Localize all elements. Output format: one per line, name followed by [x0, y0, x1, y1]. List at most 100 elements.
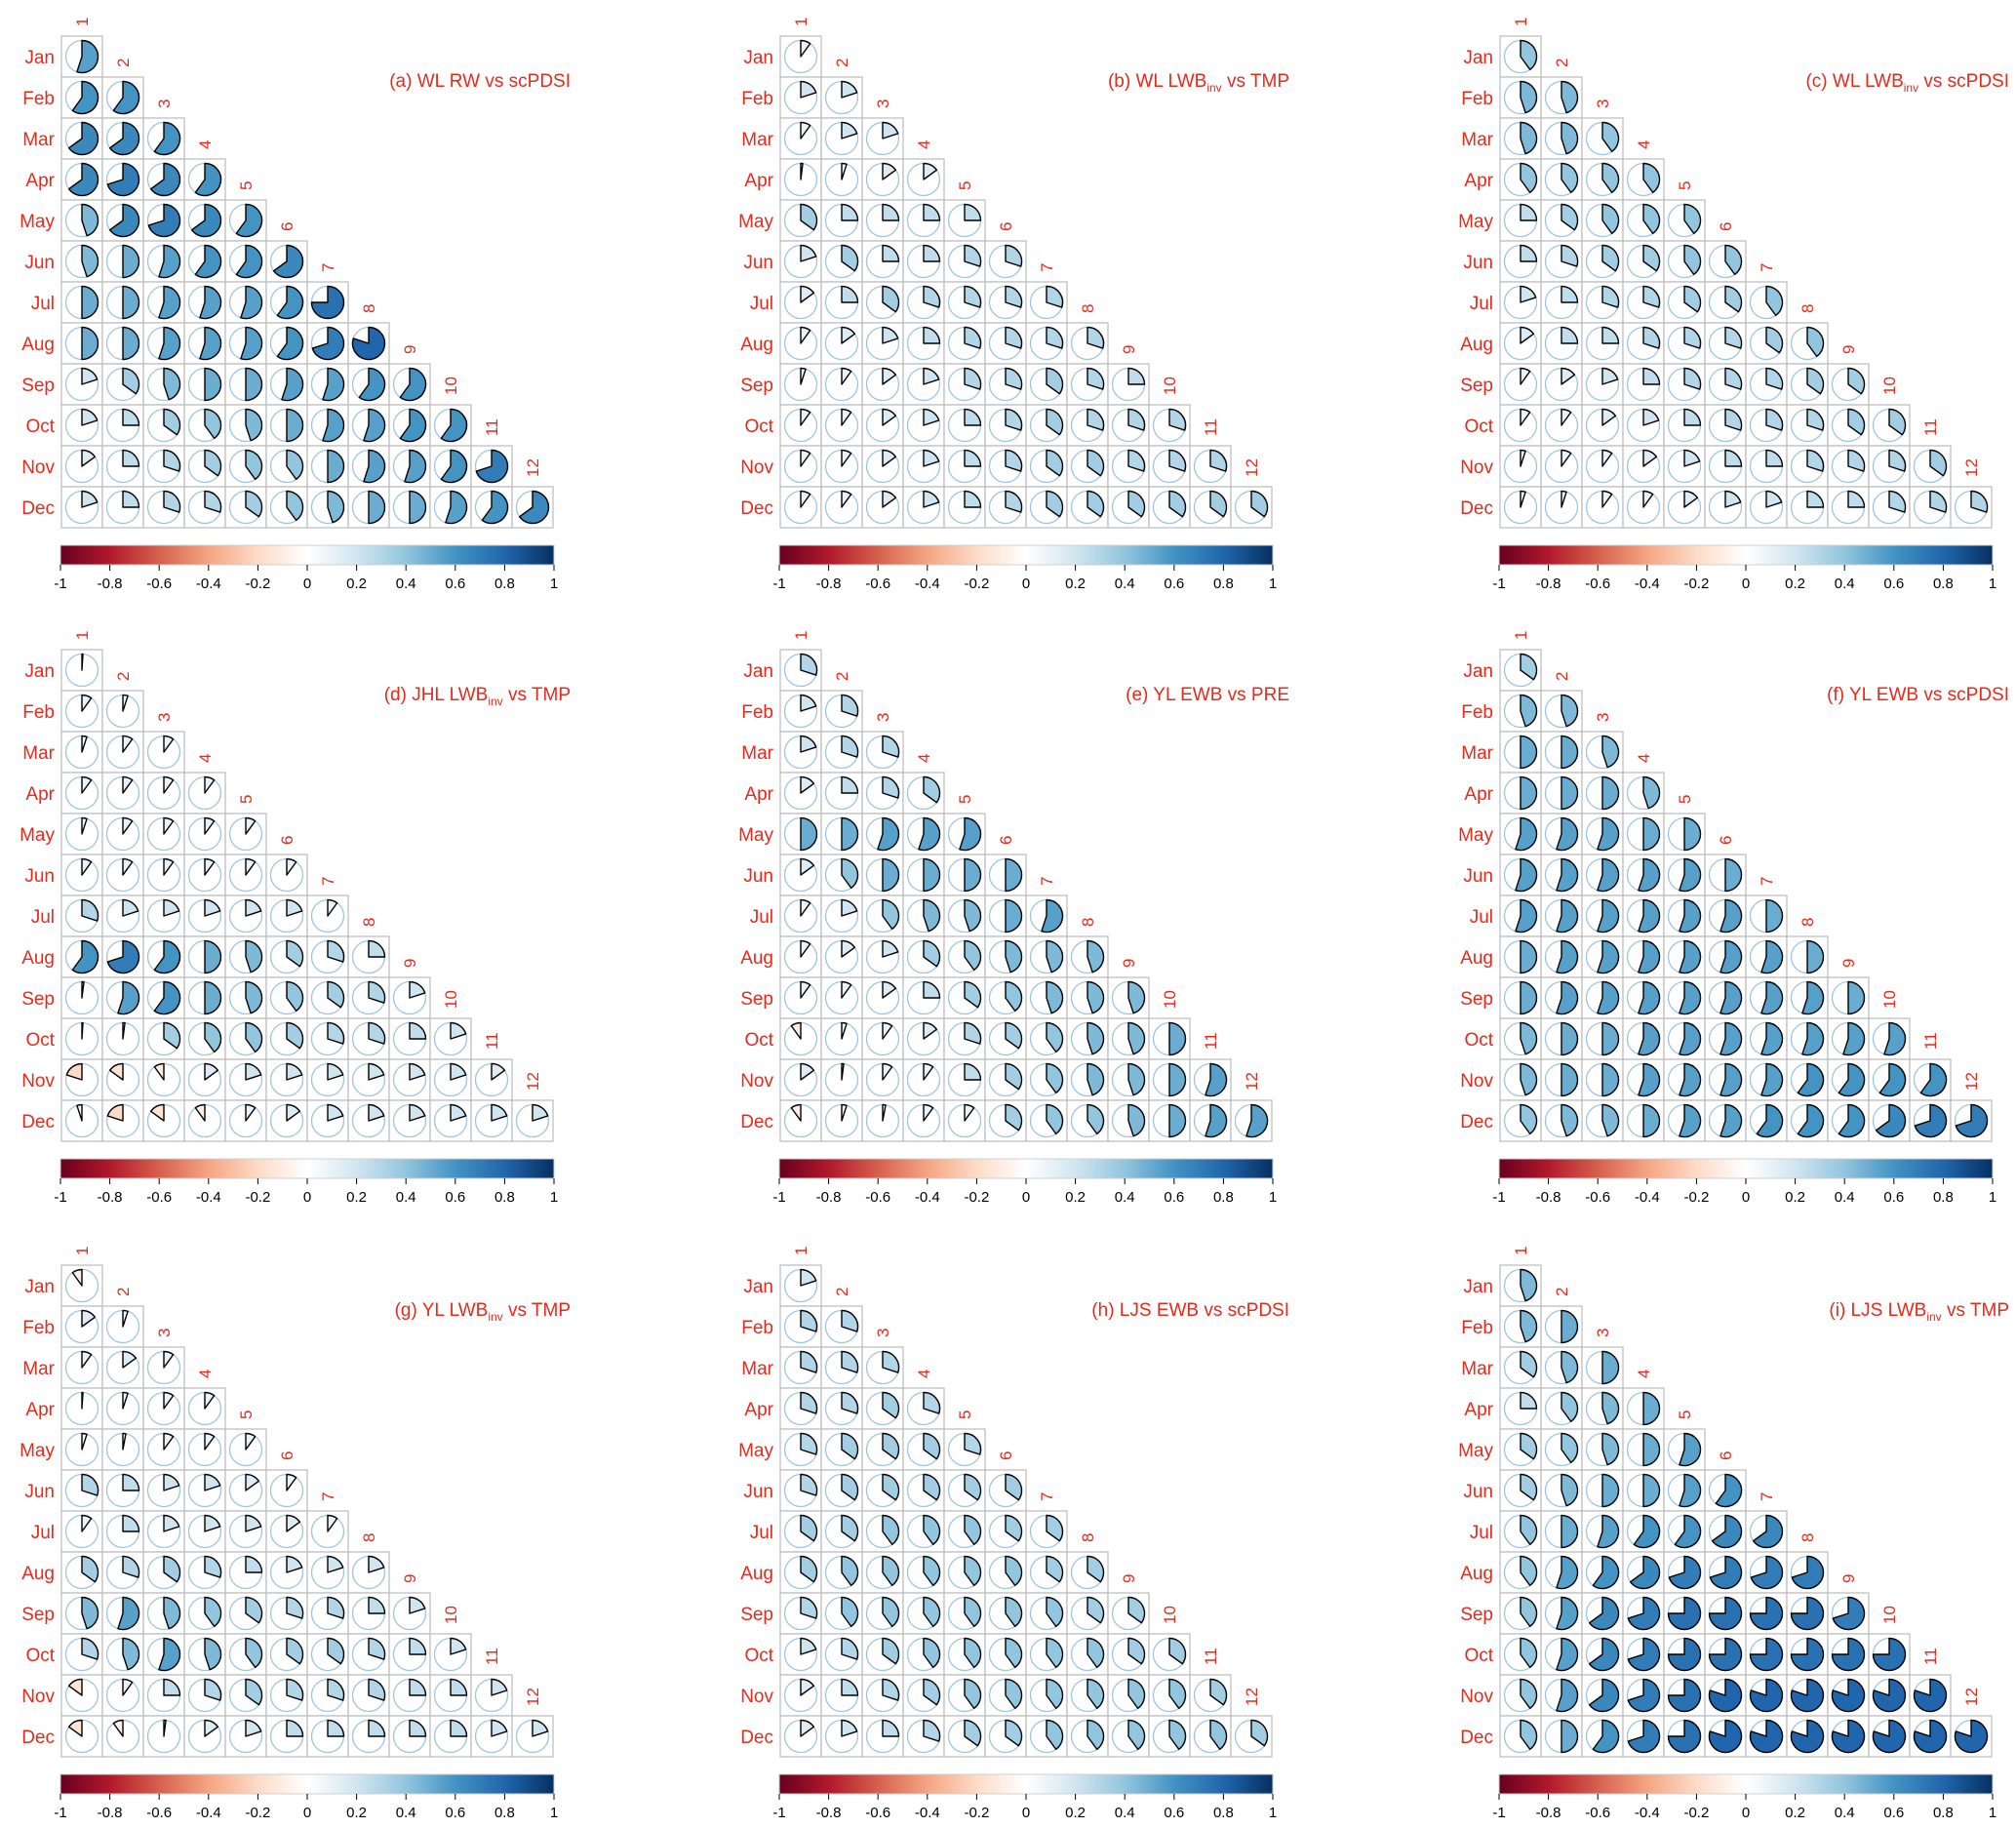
correlation-pie [1515, 898, 1538, 934]
colorbar-tick-label: -0.2 [1683, 576, 1709, 592]
correlation-pie [122, 1678, 134, 1696]
row-label: Dec [740, 498, 773, 519]
col-label: 4 [915, 754, 933, 763]
correlation-pie [368, 980, 386, 1004]
colorbar-tick-label: -0.2 [1683, 1189, 1709, 1206]
correlation-pie [327, 1103, 344, 1122]
correlation-pie [1556, 1678, 1579, 1713]
correlation-pie [1679, 898, 1702, 934]
row-label: May [20, 212, 55, 232]
colorbar-tick-label: -0.6 [865, 576, 890, 592]
colorbar-tick-label: -1 [1492, 1189, 1505, 1206]
row-label: Mar [741, 743, 773, 764]
col-label: 2 [833, 59, 851, 67]
correlation-pie [959, 816, 982, 852]
colorbar-tick-label: 0.6 [1883, 576, 1904, 592]
col-label: 12 [1962, 458, 1981, 477]
correlation-pie [841, 939, 856, 958]
correlation-pie [1601, 490, 1613, 508]
row-label: Jun [1463, 866, 1493, 887]
colorbar [59, 1773, 555, 1795]
row-label: Nov [1460, 457, 1493, 478]
correlation-pie [1005, 367, 1023, 390]
correlation-pie [163, 816, 175, 835]
correlation-pie [1806, 408, 1825, 431]
correlation-pie [923, 449, 940, 467]
correlation-pie [1642, 203, 1661, 235]
correlation-pie [800, 449, 811, 467]
correlation-pie [67, 162, 99, 197]
correlation-pie [81, 244, 99, 278]
correlation-pie [923, 1637, 941, 1669]
correlation-pie [1087, 1637, 1105, 1669]
colorbar-tick-label: 0 [303, 1805, 311, 1821]
colorbar-tick-label: -0.8 [98, 1805, 123, 1821]
col-label: 12 [1962, 1688, 1981, 1706]
col-label: 11 [1921, 418, 1940, 436]
correlation-pie [194, 1103, 206, 1122]
correlation-pie [1597, 898, 1620, 934]
col-label: 2 [1553, 1288, 1571, 1296]
col-label: 9 [1839, 345, 1858, 354]
correlation-pie [409, 1021, 427, 1040]
correlation-pie [81, 1473, 99, 1496]
colorbar-tick-label: 0.6 [1164, 1189, 1184, 1206]
panel-title: (f) YL EWB vs scPDSI [1827, 685, 2009, 705]
colorbar [778, 544, 1274, 566]
correlation-pie [1872, 1637, 1907, 1672]
correlation-pie [1520, 121, 1538, 155]
correlation-pie [1005, 898, 1023, 934]
correlation-pie [81, 1555, 99, 1583]
colorbar-tick-label: -0.4 [1635, 1805, 1660, 1821]
col-label: 8 [1079, 304, 1097, 313]
row-label: Dec [1460, 498, 1493, 519]
colorbar-tick-label: -0.4 [196, 1805, 221, 1821]
colorbar-tick-label: 0 [1022, 576, 1030, 592]
correlation-pie [882, 285, 900, 313]
panel-title-part: vs TMP [1942, 1300, 2009, 1321]
colorbar [778, 1158, 1274, 1179]
row-label: Jan [24, 48, 55, 68]
correlation-pie [841, 1637, 859, 1660]
correlation-pie [1046, 285, 1064, 308]
correlation-pie [882, 449, 897, 467]
col-label: 3 [874, 1329, 892, 1337]
correlation-pie [1683, 367, 1702, 390]
correlation-pie [1515, 816, 1538, 852]
correlation-pie [1806, 449, 1825, 472]
correlation-pie [841, 816, 859, 852]
col-label: 9 [1120, 1574, 1138, 1583]
correlation-pie [1520, 408, 1531, 426]
row-label: Feb [1461, 702, 1493, 723]
correlation-pie [65, 1062, 83, 1081]
col-label: 10 [442, 1606, 460, 1624]
correlation-pie [204, 816, 216, 835]
row-label: Oct [1464, 1030, 1493, 1051]
correlation-pie [1046, 1514, 1064, 1542]
col-label: 5 [1676, 795, 1694, 804]
correlation-pie [245, 1596, 263, 1624]
colorbar-tick-label: -1 [54, 1189, 66, 1206]
correlation-pie [1209, 1678, 1228, 1706]
correlation-pie [1520, 694, 1538, 728]
correlation-pie [1561, 1432, 1579, 1464]
correlation-pie [204, 898, 221, 917]
correlation-pie [841, 1062, 845, 1081]
row-label: Jul [31, 907, 55, 928]
colorbar-tick-label: -1 [772, 576, 785, 592]
correlation-pie [122, 326, 140, 361]
colorbar-tick-label: -1 [1492, 1805, 1505, 1821]
panel-d: (d) JHL LWBinv vs TMP Jan Feb Mar Apr May Jun J… [20, 631, 571, 1206]
correlation-pie [1642, 1473, 1661, 1508]
correlation-pie [923, 775, 941, 804]
correlation-pie [286, 1555, 303, 1573]
correlation-pie [841, 1719, 858, 1737]
correlation-pie [1674, 1514, 1702, 1549]
col-label: 4 [1635, 1370, 1653, 1378]
correlation-pie [1556, 1555, 1579, 1590]
correlation-pie [327, 1021, 345, 1045]
correlation-pie [1168, 1021, 1187, 1056]
colorbar-tick-label: -0.4 [196, 576, 221, 592]
correlation-pie [923, 244, 941, 262]
panel-title-subscript: inv [1904, 81, 1918, 95]
